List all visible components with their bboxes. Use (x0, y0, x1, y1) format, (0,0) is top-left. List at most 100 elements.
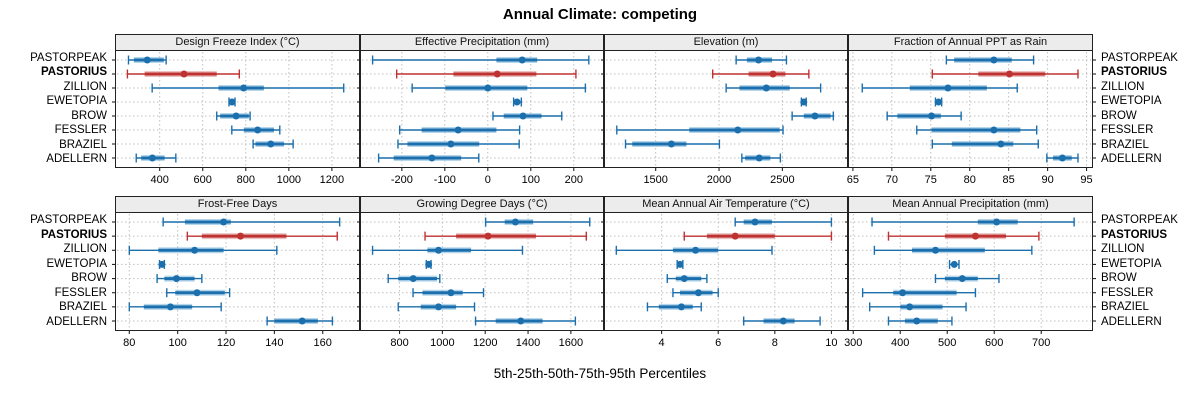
location-label: BROW (71, 109, 107, 122)
location-label: BROW (1101, 272, 1137, 285)
location-label: ZILLION (63, 243, 107, 256)
svg-text:600: 600 (985, 337, 1003, 349)
location-label: ZILLION (1101, 243, 1145, 256)
location-label: EWETOPIA (46, 257, 108, 270)
svg-text:200: 200 (565, 174, 583, 186)
location-label: EWETOPIA (46, 95, 108, 108)
svg-text:1500: 1500 (643, 174, 667, 186)
svg-text:70: 70 (886, 174, 898, 186)
svg-text:1400: 1400 (516, 337, 540, 349)
svg-text:600: 600 (194, 174, 212, 186)
svg-text:1600: 1600 (559, 337, 583, 349)
panel-strip-title: Frost-Free Days (197, 198, 278, 210)
panel-strip: Frost-Free Days (115, 196, 360, 212)
panel-elevation: Elevation (m) 1500 2000 2500 (601, 34, 851, 186)
panel-strip: Mean Annual Air Temperature (°C) (604, 196, 848, 212)
svg-text:-200: -200 (391, 174, 413, 186)
plot-area: 300 400 500 600 700 (844, 212, 1096, 349)
svg-text:1200: 1200 (473, 337, 497, 349)
plot-area: 1500 2000 2500 (601, 50, 851, 186)
location-label: BROW (1101, 109, 1137, 122)
location-label: EWETOPIA (1101, 95, 1162, 108)
location-label: PASTORPEAK (1101, 52, 1178, 64)
panel-strip-title: Growing Degree Days (°C) (416, 198, 548, 210)
location-label: BROW (71, 272, 107, 285)
panel-strip-title: Mean Annual Air Temperature (°C) (642, 198, 810, 210)
row-labels-right-top: PASTORPEAK PASTORIUS ZILLION EWETOPIA BR… (1095, 51, 1200, 167)
svg-text:2000: 2000 (707, 174, 731, 186)
location-label: EWETOPIA (1101, 257, 1162, 270)
panel-mean-annual-precipitation: Mean Annual Precipitation (mm) 300 400 500… (844, 196, 1096, 349)
panel-strip: Mean Annual Precipitation (mm) (848, 196, 1093, 212)
svg-text:8: 8 (772, 337, 778, 349)
location-label: ADELLERN (46, 152, 107, 165)
location-label: PASTORPEAK (1101, 214, 1178, 226)
location-label-highlight: PASTORIUS (1101, 66, 1168, 79)
location-label: ZILLION (63, 80, 107, 93)
plot-area: 400 600 800 1000 1200 (112, 50, 363, 186)
svg-text:-100: -100 (434, 174, 456, 186)
svg-text:700: 700 (1032, 337, 1050, 349)
percentiles-caption: 5th-25th-50th-75th-95th Percentiles (493, 366, 707, 381)
location-label-highlight: PASTORIUS (1101, 228, 1168, 241)
location-label: PASTORPEAK (30, 214, 107, 226)
row-labels-left-top: PASTORPEAK PASTORIUS ZILLION EWETOPIA BR… (0, 51, 113, 167)
chart-title: Annual Climate: competing (502, 6, 698, 23)
plot-area: 65 70 75 80 85 90 95 (845, 50, 1096, 186)
svg-text:2500: 2500 (770, 174, 794, 186)
svg-text:10: 10 (825, 337, 837, 349)
plot-area: 80 100 120 140 160 (112, 212, 363, 349)
svg-text:65: 65 (847, 174, 859, 186)
plot-area: 4 6 8 10 (601, 212, 851, 349)
location-label: ADELLERN (1101, 152, 1162, 165)
panel-strip-title: Fraction of Annual PPT as Rain (893, 36, 1048, 48)
location-label: FESSLER (54, 286, 107, 299)
svg-text:100: 100 (168, 337, 186, 349)
svg-text:120: 120 (217, 337, 235, 349)
svg-text:500: 500 (938, 337, 956, 349)
svg-text:95: 95 (1080, 174, 1092, 186)
location-label: ZILLION (1101, 80, 1145, 93)
location-label: BRAZIEL (59, 301, 107, 314)
plot-area: 800 1000 1200 1400 1600 (357, 212, 607, 349)
svg-text:1200: 1200 (320, 174, 344, 186)
location-label: BRAZIEL (59, 138, 107, 151)
location-label: BRAZIEL (1101, 138, 1149, 151)
svg-text:80: 80 (123, 337, 135, 349)
panel-strip: Effective Precipitation (mm) (360, 34, 604, 50)
svg-text:100: 100 (522, 174, 540, 186)
row-labels-right-bottom: PASTORPEAK PASTORIUS ZILLION EWETOPIA BR… (1095, 213, 1200, 330)
panel-strip-title: Effective Precipitation (mm) (414, 36, 550, 48)
panel-strip: Growing Degree Days (°C) (360, 196, 604, 212)
svg-text:4: 4 (659, 337, 665, 349)
location-label: BRAZIEL (1101, 301, 1149, 314)
svg-text:800: 800 (390, 337, 408, 349)
location-label: ADELLERN (46, 315, 107, 328)
location-label: ADELLERN (1101, 315, 1162, 328)
row-labels-left-bottom: PASTORPEAK PASTORIUS ZILLION EWETOPIA BR… (0, 213, 113, 330)
plot-area: -200 -100 0 100 200 (357, 50, 607, 186)
svg-text:80: 80 (964, 174, 976, 186)
panel-fraction-ppt-rain: Fraction of Annual PPT as Rain 65 70 75 80 8… (845, 34, 1096, 186)
svg-text:140: 140 (265, 337, 283, 349)
panel-frost-free-days: Frost-Free Days 80 100 120 140 160 (112, 196, 363, 349)
svg-text:1000: 1000 (277, 174, 301, 186)
panel-strip: Design Freeze Index (°C) (115, 34, 360, 50)
svg-text:1000: 1000 (430, 337, 454, 349)
location-label: PASTORPEAK (30, 52, 107, 64)
panel-strip: Fraction of Annual PPT as Rain (848, 34, 1093, 50)
svg-text:400: 400 (891, 337, 909, 349)
panel-growing-degree-days: Growing Degree Days (°C) 800 1000 1200 1400… (357, 196, 607, 349)
location-label: FESSLER (1101, 124, 1154, 137)
panel-strip-title: Elevation (m) (693, 36, 759, 48)
panel-strip-title: Design Freeze Index (°C) (175, 36, 300, 48)
location-label: FESSLER (1101, 286, 1154, 299)
svg-text:300: 300 (844, 337, 862, 349)
svg-text:90: 90 (1041, 174, 1053, 186)
svg-text:0: 0 (485, 174, 491, 186)
svg-text:160: 160 (314, 337, 332, 349)
svg-text:6: 6 (715, 337, 721, 349)
location-label-highlight: PASTORIUS (40, 66, 107, 79)
panel-design-freeze-index: Design Freeze Index (°C) 400 600 800 1000 12… (112, 34, 363, 186)
